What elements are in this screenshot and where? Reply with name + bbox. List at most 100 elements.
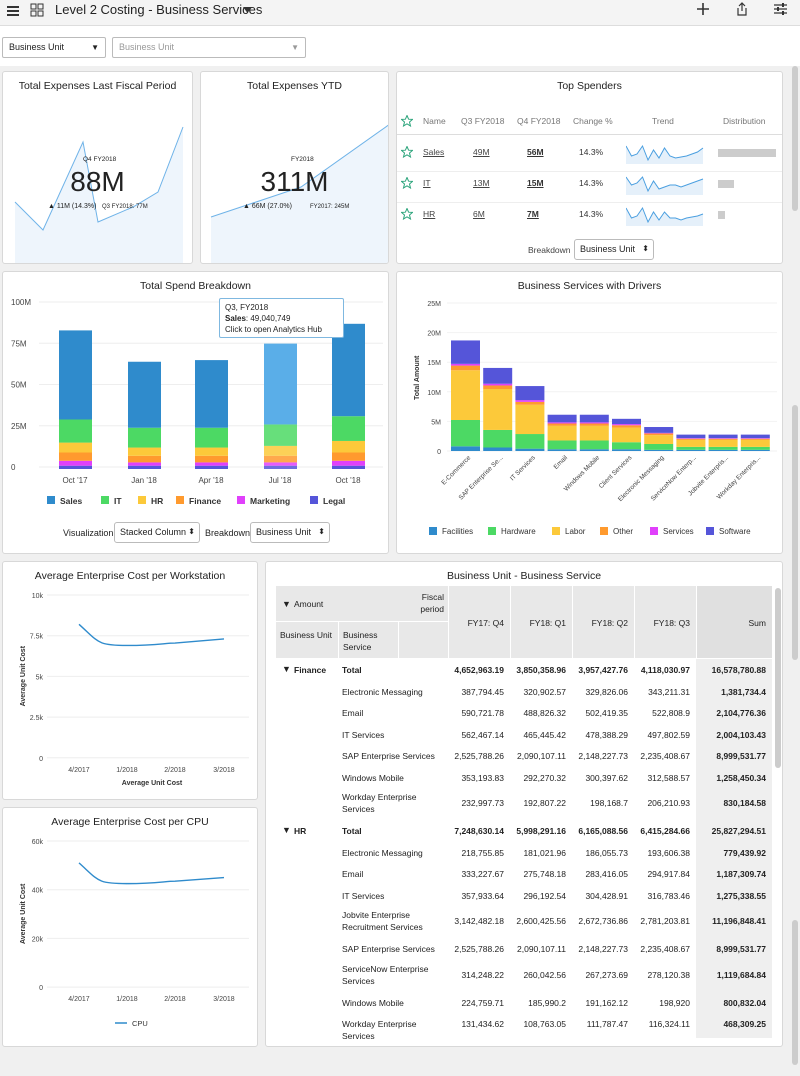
row-unit[interactable]: HR xyxy=(294,826,307,836)
spender-q3[interactable]: 49M xyxy=(473,147,490,157)
star-icon[interactable] xyxy=(401,208,413,220)
page-scrollbar-mid[interactable] xyxy=(792,405,798,660)
breakdown-select[interactable]: Business Unit ⬍ xyxy=(250,522,330,543)
bar-segment-sales[interactable] xyxy=(195,360,228,428)
bar-segment-hardware[interactable] xyxy=(676,446,706,450)
bar-segment-services[interactable] xyxy=(515,400,545,402)
bar-segment-software[interactable] xyxy=(740,434,770,439)
bar-segment-services[interactable] xyxy=(547,422,577,424)
bar-segment-hr[interactable] xyxy=(332,440,365,453)
collapse-icon[interactable]: ▼ xyxy=(282,825,291,835)
bar-segment-services[interactable] xyxy=(740,438,770,439)
spender-name[interactable]: Sales xyxy=(423,147,445,157)
legend-label[interactable]: IT xyxy=(114,496,122,506)
bar-segment-finance[interactable] xyxy=(195,455,228,463)
bar-segment-hardware[interactable] xyxy=(483,429,513,448)
bar-segment-labor[interactable] xyxy=(451,370,480,420)
bar-segment-other[interactable] xyxy=(676,438,706,440)
bar-segment-hardware[interactable] xyxy=(740,446,770,450)
bar-segment-finance[interactable] xyxy=(128,455,161,463)
bar-segment-software[interactable] xyxy=(708,434,738,439)
spender-q4[interactable]: 7M xyxy=(527,209,539,219)
bar-segment-marketing[interactable] xyxy=(128,462,161,466)
bar-segment-other[interactable] xyxy=(451,365,480,371)
bar-segment-finance[interactable] xyxy=(59,452,92,461)
bar-segment-services[interactable] xyxy=(451,363,480,366)
bar-segment-hr[interactable] xyxy=(195,447,228,456)
bar-segment-facilities[interactable] xyxy=(579,449,609,451)
spender-name[interactable]: IT xyxy=(423,178,431,188)
bar-segment-it[interactable] xyxy=(195,427,228,448)
spender-q3[interactable]: 13M xyxy=(473,178,490,188)
spender-q3[interactable]: 6M xyxy=(473,209,485,219)
bar-segment-facilities[interactable] xyxy=(644,449,674,451)
line-series[interactable] xyxy=(78,623,225,647)
bar-segment-labor[interactable] xyxy=(612,427,641,443)
bar-segment-services[interactable] xyxy=(644,432,674,434)
bar-segment-hardware[interactable] xyxy=(612,442,641,450)
bar-segment-software[interactable] xyxy=(515,386,545,401)
bar-segment-finance[interactable] xyxy=(264,455,297,463)
bar-segment-legal[interactable] xyxy=(59,465,92,469)
bar-segment-labor[interactable] xyxy=(483,388,513,430)
tooltip[interactable]: Q3, FY2018 Sales: 49,040,749 Click to op… xyxy=(219,298,344,338)
legend-label[interactable]: Legal xyxy=(323,496,345,506)
bar-segment-hr[interactable] xyxy=(264,445,297,456)
breakdown-select[interactable]: Business Unit ⬍ xyxy=(574,239,654,260)
bar-segment-labor[interactable] xyxy=(708,439,738,447)
star-icon[interactable] xyxy=(401,146,413,158)
bar-segment-services[interactable] xyxy=(612,424,641,426)
bar-segment-hardware[interactable] xyxy=(451,419,480,447)
bar-segment-other[interactable] xyxy=(708,438,738,440)
bar-segment-facilities[interactable] xyxy=(547,449,577,451)
bar-segment-facilities[interactable] xyxy=(451,446,480,451)
bar-segment-marketing[interactable] xyxy=(59,460,92,466)
bar-segment-hardware[interactable] xyxy=(579,440,609,450)
legend-label[interactable]: CPU xyxy=(132,1019,148,1028)
kpi-ytd[interactable]: Total Expenses YTD FY2018 311M ▲ 66M (27… xyxy=(200,71,389,264)
bar-segment-sales[interactable] xyxy=(264,343,297,425)
visualization-select[interactable]: Stacked Column ⬍ xyxy=(114,522,200,543)
bar-segment-hardware[interactable] xyxy=(547,440,577,450)
bar-segment-it[interactable] xyxy=(332,416,365,441)
bar-segment-marketing[interactable] xyxy=(332,460,365,466)
menu-icon[interactable] xyxy=(6,4,20,18)
legend-label[interactable]: Finance xyxy=(189,496,221,506)
bar-segment-other[interactable] xyxy=(547,423,577,426)
bar-segment-other[interactable] xyxy=(515,401,545,405)
bar-segment-software[interactable] xyxy=(547,414,577,423)
bar-segment-facilities[interactable] xyxy=(515,448,545,451)
business-unit-filter[interactable]: Business Unit ▼ xyxy=(112,37,306,58)
bar-segment-facilities[interactable] xyxy=(740,449,770,451)
bar-segment-legal[interactable] xyxy=(128,465,161,469)
chevron-down-icon[interactable] xyxy=(243,6,252,14)
bar-segment-facilities[interactable] xyxy=(483,447,513,451)
bar-segment-finance[interactable] xyxy=(332,452,365,461)
bar-segment-legal[interactable] xyxy=(195,465,228,469)
bar-segment-legal[interactable] xyxy=(264,465,297,469)
bar-segment-labor[interactable] xyxy=(644,435,674,444)
line-series[interactable] xyxy=(78,862,225,885)
bar-segment-labor[interactable] xyxy=(579,425,609,441)
bar-segment-hr[interactable] xyxy=(128,447,161,456)
spender-name[interactable]: HR xyxy=(423,209,436,219)
legend-label[interactable]: Marketing xyxy=(250,496,290,506)
bar-segment-hardware[interactable] xyxy=(515,434,545,449)
legend-label[interactable]: Labor xyxy=(565,527,586,536)
spender-q4[interactable]: 56M xyxy=(527,147,544,157)
table-scrollbar[interactable] xyxy=(775,588,781,768)
collapse-icon[interactable]: ▼ xyxy=(282,664,291,674)
bar-segment-other[interactable] xyxy=(483,385,513,389)
bar-segment-sales[interactable] xyxy=(59,330,92,420)
bar-segment-facilities[interactable] xyxy=(676,449,706,451)
legend-label[interactable]: Sales xyxy=(60,496,82,506)
tooltip-link[interactable]: Click to open Analytics Hub xyxy=(225,325,322,334)
legend-label[interactable]: Software xyxy=(719,527,751,536)
legend-label[interactable]: Other xyxy=(613,527,633,536)
bar-segment-software[interactable] xyxy=(676,434,706,439)
spender-q4[interactable]: 15M xyxy=(527,178,544,188)
bar-segment-marketing[interactable] xyxy=(264,462,297,466)
legend-label[interactable]: Services xyxy=(663,527,694,536)
collapse-icon[interactable]: ▼ xyxy=(282,599,291,609)
bar-segment-services[interactable] xyxy=(483,383,513,386)
